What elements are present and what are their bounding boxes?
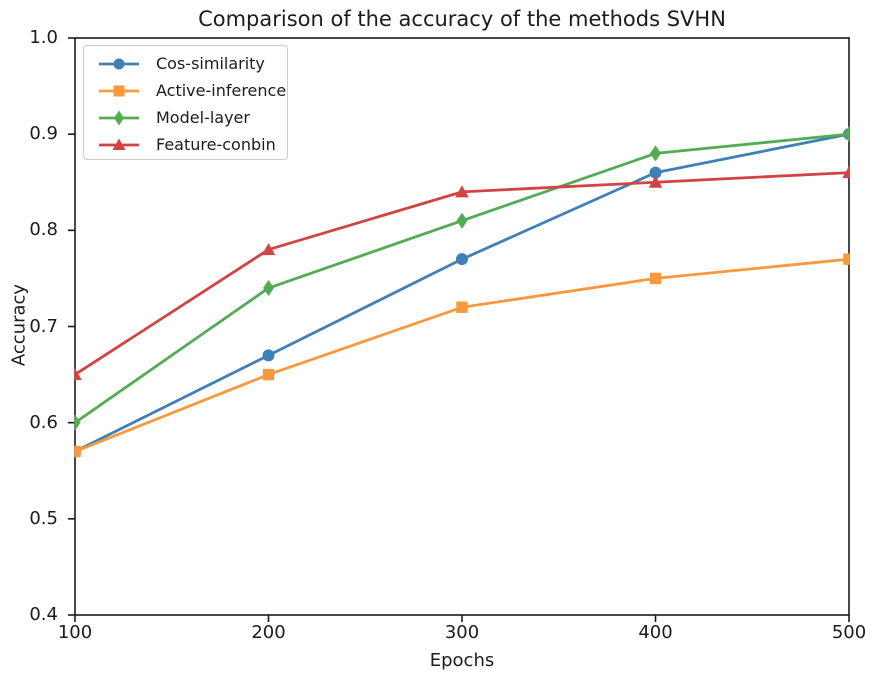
x-tick-label: 400 xyxy=(638,622,673,643)
y-tick-label: 0.9 xyxy=(29,123,58,145)
y-tick-label: 0.8 xyxy=(29,219,58,241)
y-tick-label: 0.6 xyxy=(29,411,58,433)
legend: Cos-similarity Active-inference Model-la… xyxy=(83,45,288,160)
y-tick-label: 0.5 xyxy=(29,507,58,529)
diamond-marker-icon xyxy=(99,110,139,125)
y-tick-label: 0.4 xyxy=(29,604,58,625)
x-tick-label: 200 xyxy=(251,622,286,643)
legend-item-cos-similarity: Cos-similarity xyxy=(96,50,287,77)
x-tick-label: 100 xyxy=(57,622,93,643)
legend-item-feature-conbin: Feature-conbin xyxy=(96,131,287,158)
x-tick-label: 500 xyxy=(831,622,867,643)
legend-label: Active-inference xyxy=(156,81,287,100)
chart-title: Comparison of the accuracy of the method… xyxy=(198,7,726,31)
legend-label: Cos-similarity xyxy=(156,54,265,73)
square-marker-icon xyxy=(99,85,139,96)
circle-marker-icon xyxy=(99,58,139,69)
x-tick-label: 300 xyxy=(444,622,480,643)
y-tick-label: 1.0 xyxy=(29,27,58,48)
x-axis-label: Epochs xyxy=(429,650,495,671)
legend-item-model-layer: Model-layer xyxy=(96,104,287,131)
legend-item-active-inference: Active-inference xyxy=(96,77,287,104)
legend-label: Model-layer xyxy=(156,108,250,127)
y-tick-label: 0.7 xyxy=(29,315,58,337)
triangle-marker-icon xyxy=(99,138,139,150)
legend-label: Feature-conbin xyxy=(156,135,276,154)
